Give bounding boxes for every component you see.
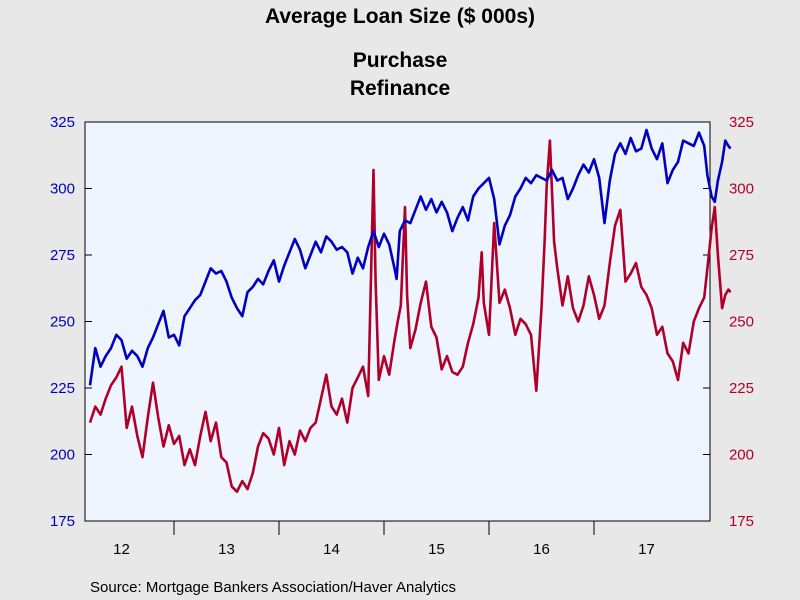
source-note: Source: Mortgage Bankers Association/Hav… (90, 579, 456, 596)
left-y-tick-label: 250 (50, 314, 75, 331)
right-y-tick-label: 175 (729, 513, 754, 530)
chart-title: Average Loan Size ($ 000s) (265, 5, 535, 28)
right-y-tick-label: 275 (729, 247, 754, 264)
x-tick-label: 13 (218, 541, 235, 558)
right-y-axis: 175 200 225 250 275 300 325 (703, 114, 754, 530)
right-y-tick-label: 200 (729, 447, 754, 464)
x-tick-label: 15 (428, 541, 445, 558)
left-y-tick-label: 200 (50, 447, 75, 464)
legend-purchase: Purchase (353, 49, 448, 72)
series-line-refinance (88, 139, 732, 493)
series-layer (88, 128, 732, 493)
left-y-tick-label: 325 (50, 114, 75, 131)
x-tick-label: 12 (113, 541, 130, 558)
x-tick-label: 16 (533, 541, 550, 558)
x-tick-label: 14 (323, 541, 340, 558)
right-y-tick-label: 250 (729, 314, 754, 331)
left-y-tick-label: 275 (50, 247, 75, 264)
right-y-tick-label: 325 (729, 114, 754, 131)
right-y-tick-label: 300 (729, 181, 754, 198)
x-axis: 12 13 14 15 16 17 (113, 521, 655, 558)
left-y-tick-label: 175 (50, 513, 75, 530)
series-line-purchase (88, 128, 732, 386)
left-y-axis: 175 200 225 250 275 300 325 (50, 114, 92, 530)
left-y-tick-label: 300 (50, 181, 75, 198)
right-y-tick-label: 225 (729, 380, 754, 397)
legend-refinance: Refinance (350, 77, 450, 100)
left-y-tick-label: 225 (50, 380, 75, 397)
x-tick-label: 17 (638, 541, 655, 558)
